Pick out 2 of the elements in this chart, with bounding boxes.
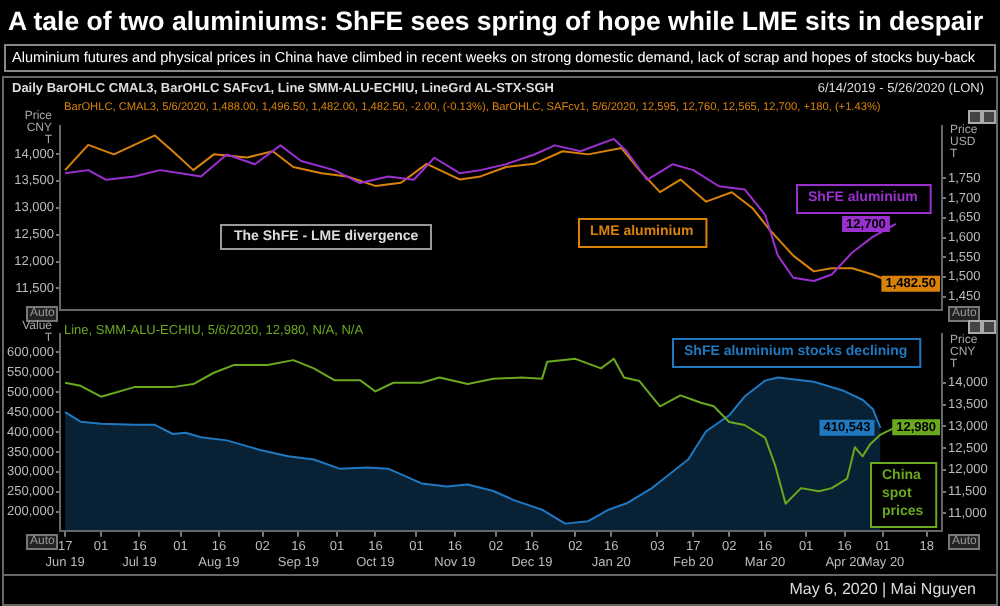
text: May 6, 2020 | Mai Nguyen bbox=[789, 580, 976, 598]
chart-title: A tale of two aluminiums: ShFE sees spring of hope while LME sits in despair bbox=[8, 4, 986, 40]
